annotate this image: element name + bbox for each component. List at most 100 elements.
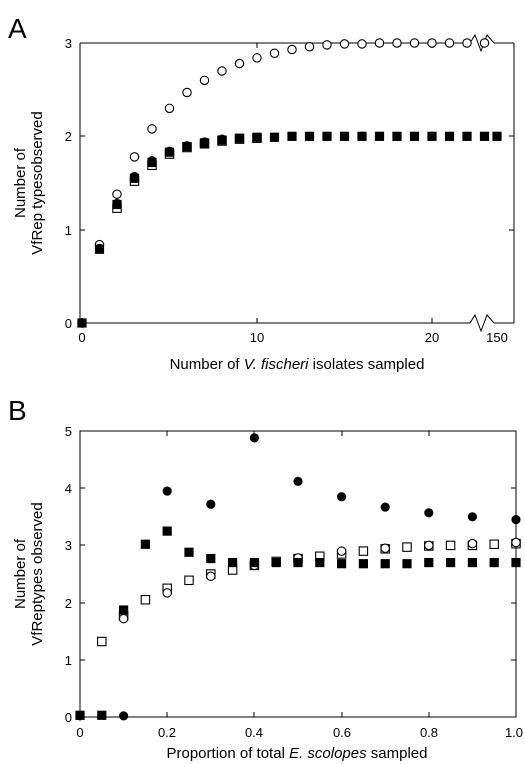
panel-b-filled-square-marker: [140, 539, 150, 549]
panel-a-data-points: [77, 38, 502, 328]
panel-a-open-circle-marker: [304, 41, 315, 52]
panel-a-filled-circle-marker: [182, 141, 192, 151]
panel-a-open-circle-marker: [217, 66, 227, 76]
panel-a-filled-circle-marker: [492, 131, 502, 141]
panel-a-y-ticks: 0 1 2 3: [65, 36, 514, 331]
panel-a-open-circle-marker: [164, 103, 175, 114]
panel-a-open-circle-marker: [479, 38, 490, 48]
panel-b-x-tick-label: 0.8: [420, 725, 438, 740]
panel-a-open-circle-marker: [234, 58, 245, 69]
panel-a-open-circle-marker: [287, 44, 297, 55]
panel-b-y-tick-label: 5: [65, 424, 72, 439]
panel-a-x-tick-label: 20: [425, 330, 439, 345]
panel-a-filled-circle-marker: [164, 146, 175, 156]
panel-b-x-tick-label: 0.6: [333, 725, 351, 740]
panel-a-open-circle-marker: [129, 152, 140, 162]
panel-b-filled-square-marker: [249, 557, 259, 568]
panel-a-x-axis-label-part: Number of: [170, 356, 244, 373]
panel-b-filled-square-marker: [97, 710, 107, 720]
panel-a-open-circle-marker: [392, 38, 402, 48]
panel-a-y-tick-label: 0: [65, 316, 72, 331]
panel-b-open-circle-marker: [424, 540, 434, 551]
panel-a-axis-break-top: [469, 33, 495, 53]
panel-a-x-axis-label-italic: V. fischeri: [244, 356, 309, 373]
panel-a-open-circle-marker: [339, 39, 350, 49]
panel-b-filled-square-marker: [227, 557, 238, 568]
panel-b-filled-square-marker: [511, 557, 521, 568]
panel-a-filled-circle-marker: [409, 131, 420, 141]
panel-b-y-tick-label: 3: [65, 538, 72, 553]
panel-b-open-square-marker: [402, 542, 412, 552]
panel-b-filled-square-marker: [380, 559, 390, 569]
panel-b-filled-square-marker: [467, 557, 478, 568]
panel-a-y-tick-label: 1: [65, 223, 72, 238]
panel-a-filled-circle-marker: [199, 137, 210, 147]
panel-a-filled-circle-marker: [304, 131, 315, 141]
panel-a-open-circle-marker: [199, 75, 210, 86]
panel-b-filled-circle-marker: [380, 502, 390, 512]
panel-a-filled-circle-marker: [269, 132, 280, 142]
panel-a-y-axis-label-line: Number of: [12, 147, 29, 218]
panel-b-y-tick-label: 1: [65, 653, 72, 668]
panel-b-x-ticks: 0 0.2 0.4 0.6 0.8 1.0: [76, 431, 523, 740]
panel-b-y-tick-label: 0: [65, 710, 72, 725]
panel-a-filled-circle-marker: [427, 131, 437, 141]
panel-b-filled-circle-marker: [206, 499, 216, 509]
panel-b-filled-square-marker: [445, 557, 456, 568]
panel-b-open-square-marker: [97, 636, 107, 647]
panel-b-open-square-marker: [358, 546, 369, 556]
panel-a-open-circle-marker: [357, 39, 367, 49]
panel-a-y-tick-label: 2: [65, 129, 72, 144]
panel-b-filled-square-marker: [358, 559, 369, 569]
panel-b-filled-circle-marker: [424, 508, 434, 518]
panel-b-filled-square-marker: [336, 559, 347, 569]
panel-b-open-circle-marker: [467, 538, 478, 549]
panel-a-filled-circle-marker: [234, 133, 245, 143]
panel-a-filled-circle-marker: [252, 132, 262, 142]
panel-a-filled-circle-marker: [357, 131, 367, 141]
panel-b-y-axis-label: Number of VfReptypes observed: [12, 502, 46, 645]
panel-a-open-circle-marker: [462, 38, 472, 48]
panel-b-x-tick-label: 1.0: [505, 725, 523, 740]
panel-a-open-circle-marker: [269, 48, 280, 59]
panel-a-open-circle-marker: [409, 38, 420, 48]
panel-b-open-square-marker: [184, 575, 194, 586]
panel-a-open-circle-marker: [182, 87, 192, 98]
panel-a-open-circle-marker: [444, 38, 455, 48]
panel-b-y-axis-label-line: VfReptypes observed: [29, 502, 46, 645]
panel-b-x-axis-label-part: sampled: [367, 745, 428, 762]
panel-b-x-tick-label: 0.4: [245, 725, 263, 740]
panel-a-filled-circle-marker: [129, 171, 140, 182]
panel-a-x-axis-label: Number of V. fischeri isolates sampled: [170, 356, 425, 373]
panel-a-filled-circle-marker: [339, 131, 350, 141]
panel-b-x-axis-label-italic: E. scolopes: [289, 745, 367, 762]
panel-b-open-circle-marker: [118, 613, 129, 624]
panel-a-filled-circle-marker: [444, 131, 455, 141]
panel-a-filled-circle-marker: [112, 198, 122, 209]
panel-b-filled-square-marker: [162, 526, 172, 536]
panel-b-open-square-marker: [140, 594, 151, 605]
panel-b-open-circle-marker: [511, 537, 521, 548]
panel-b: B 0 1 2 3 4 5: [8, 395, 523, 762]
panel-a: A 0 1 2 3 0 10: [8, 13, 515, 373]
panel-a-filled-circle-marker: [287, 131, 297, 141]
panel-b-x-axis-label: Proportion of total E. scolopes sampled: [167, 745, 428, 762]
panel-a-filled-circle-marker: [217, 134, 227, 144]
panel-b-filled-circle-marker: [467, 512, 477, 522]
panel-b-x-tick-label: 0: [76, 725, 83, 740]
panel-b-filled-circle-marker: [75, 711, 85, 721]
panel-b-filled-square-marker: [271, 557, 281, 568]
panel-a-filled-circle-marker: [77, 318, 87, 328]
panel-a-letter: A: [8, 13, 27, 44]
panel-b-filled-square-marker: [119, 605, 129, 615]
panel-a-filled-circle-marker: [94, 243, 105, 253]
panel-a-open-circle-marker: [252, 53, 262, 63]
panel-a-filled-circle-marker: [392, 131, 402, 141]
panel-b-open-circle-marker: [162, 588, 172, 598]
panel-b-data-points: [75, 433, 521, 721]
panel-b-filled-circle-marker: [336, 492, 347, 502]
panel-b-filled-circle-marker: [249, 433, 259, 443]
panel-b-y-tick-label: 4: [65, 481, 72, 496]
panel-b-filled-square-marker: [402, 559, 412, 569]
